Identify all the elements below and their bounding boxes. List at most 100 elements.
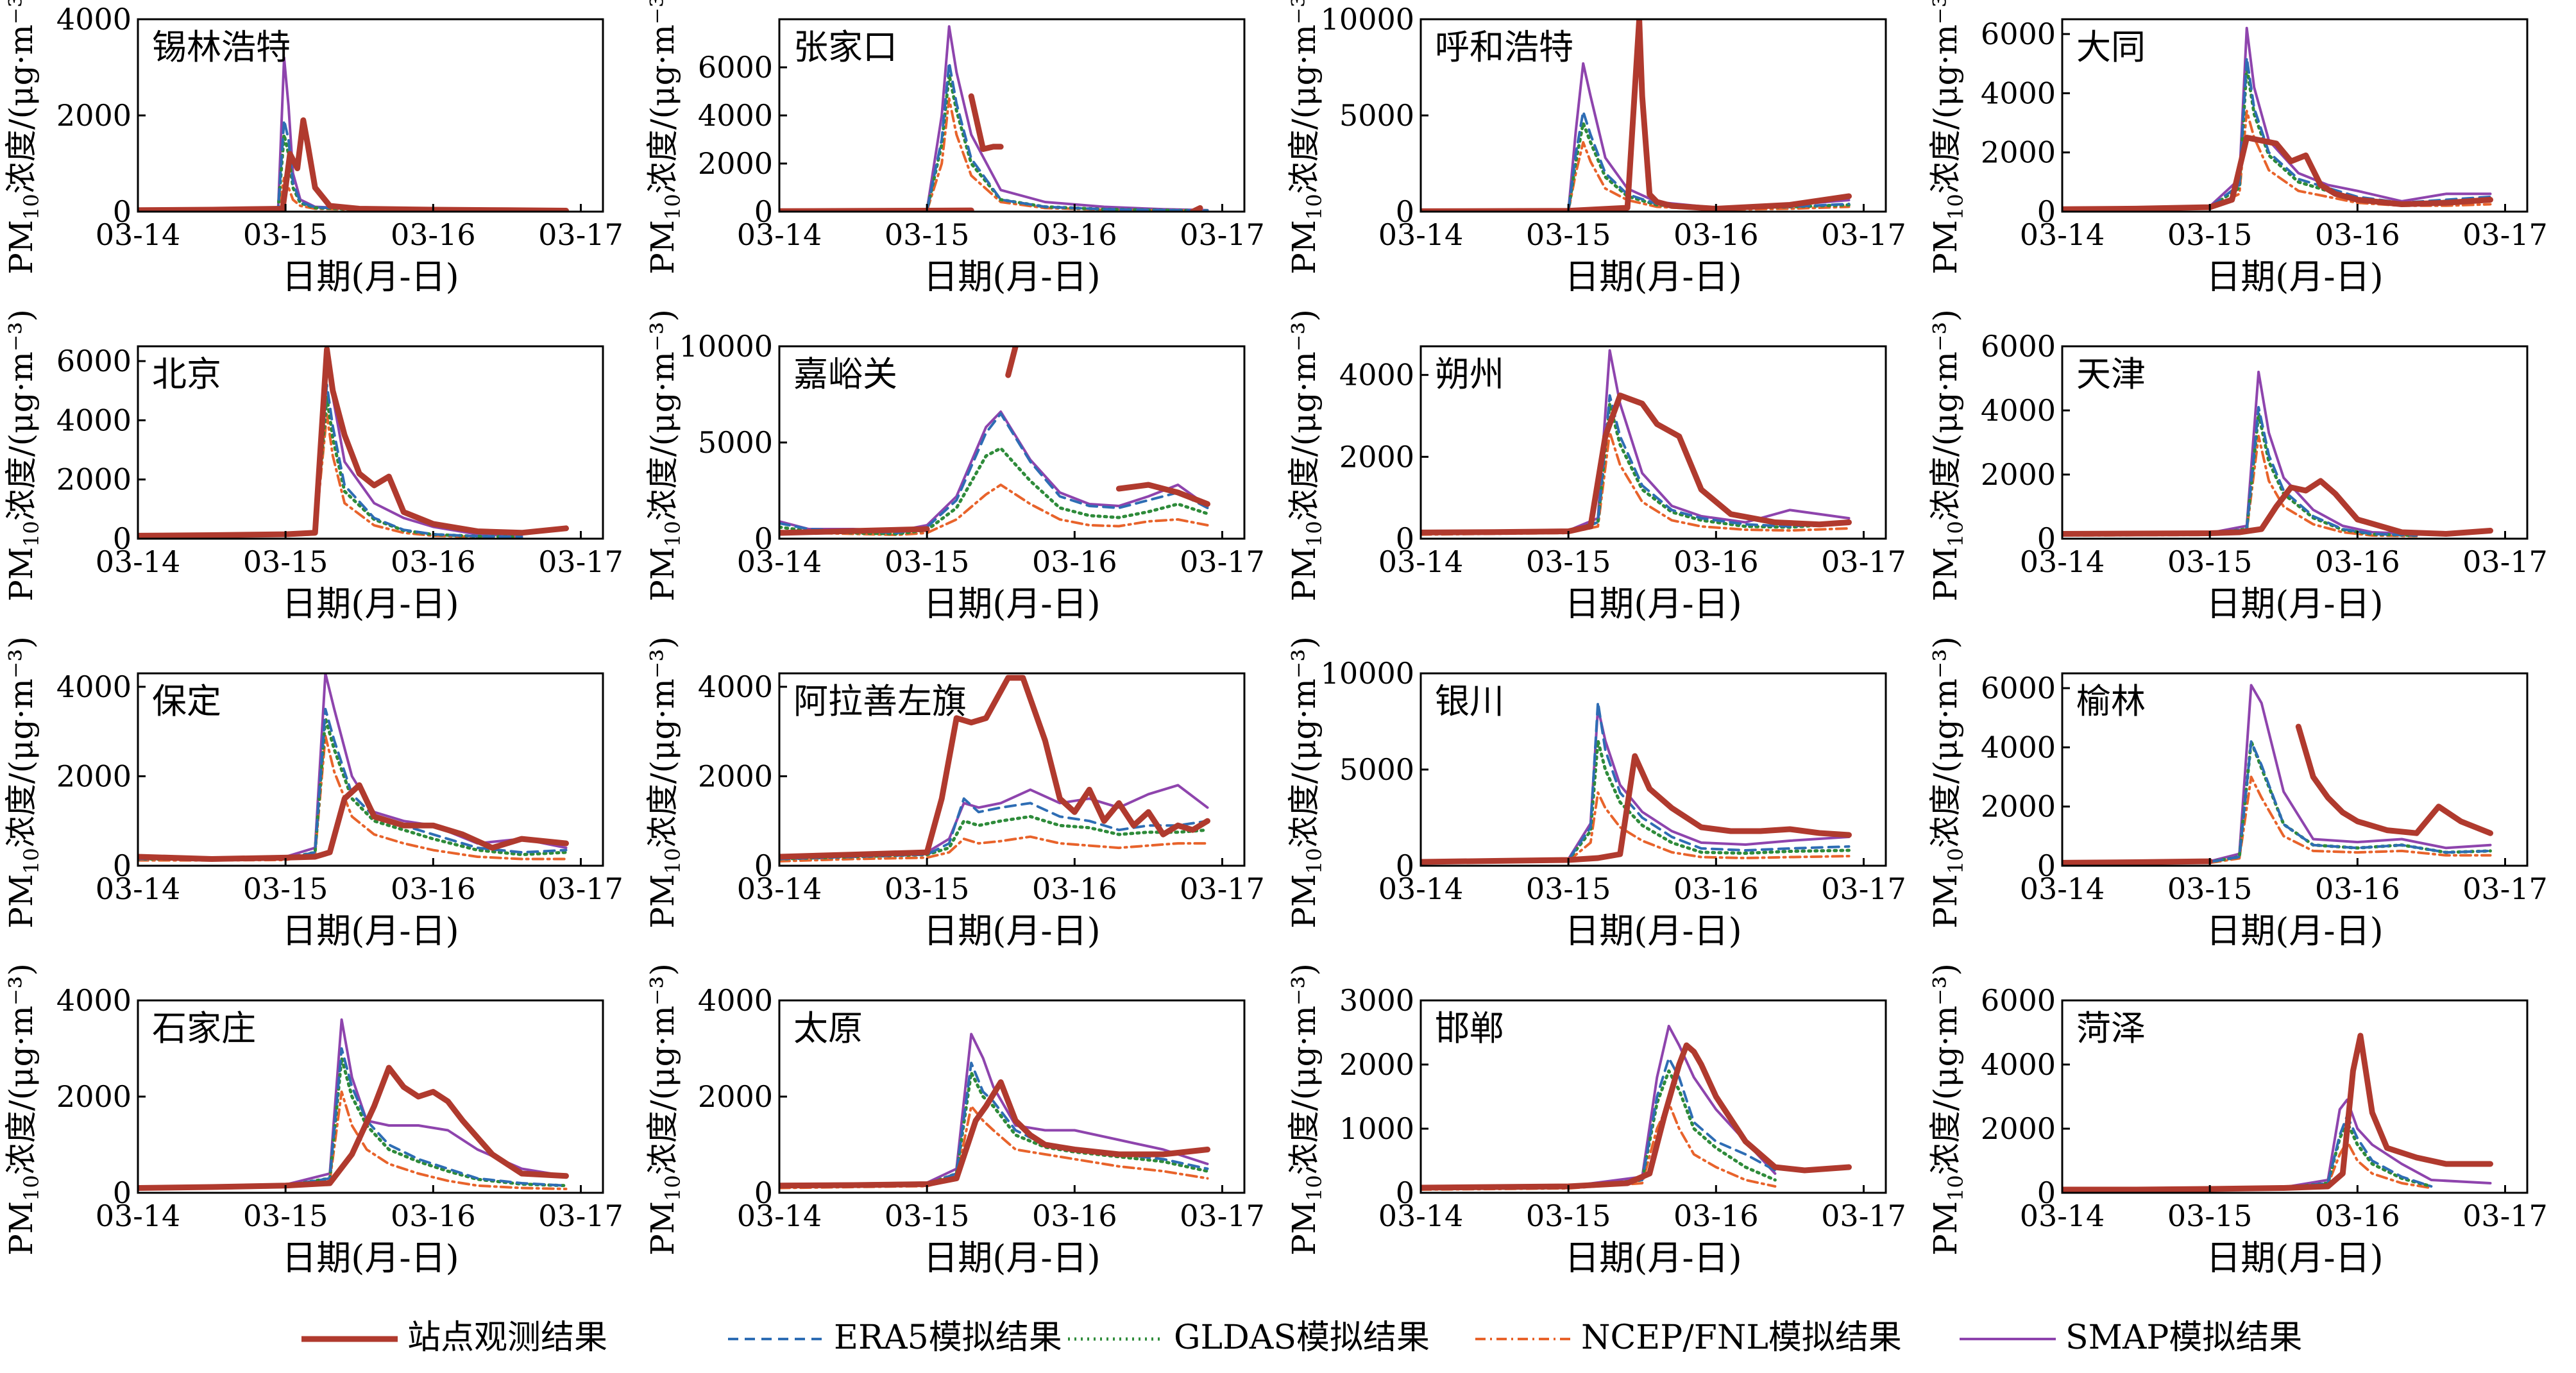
x-tick-label: 03-15 [885, 217, 970, 252]
x-tick-label: 03-15 [885, 544, 970, 579]
y-tick-label: 2000 [1981, 457, 2056, 492]
x-tick-label: 03-14 [96, 217, 181, 252]
panel-title: 阿拉善左旗 [793, 681, 967, 721]
panel-title: 榆林 [2076, 681, 2146, 721]
series-line-obs [2062, 858, 2213, 866]
y-axis-label: PM10浓度/(μg·m⁻³) [3, 309, 44, 602]
series-line-ncep [779, 1105, 1209, 1190]
y-tick-label: 0 [113, 194, 131, 229]
y-tick-label: 0 [2037, 194, 2056, 229]
x-tick-label: 03-16 [2315, 872, 2400, 906]
x-tick-label: 03-14 [1378, 1199, 1464, 1233]
x-tick-label: 03-15 [243, 217, 328, 252]
x-axis-label: 日期(月-日) [1564, 1238, 1741, 1278]
y-tick-label: 2000 [1339, 439, 1414, 474]
x-tick-label: 03-16 [1032, 544, 1117, 579]
x-tick-label: 03-16 [1674, 872, 1759, 906]
series-line-era5 [138, 119, 568, 212]
y-tick-label: 2000 [1981, 1111, 2056, 1146]
legend-label: ERA5模拟结果 [834, 1318, 1062, 1357]
x-tick-label: 03-16 [391, 872, 476, 906]
series-line-obs [1421, 392, 1852, 535]
series-line-gldas [2062, 1120, 2433, 1192]
x-axis-label: 日期(月-日) [1564, 911, 1741, 951]
series-line-smap [138, 56, 568, 212]
x-tick-label: 03-15 [1526, 872, 1611, 906]
panel-title: 天津 [2076, 354, 2146, 394]
series-line-era5 [138, 1047, 568, 1190]
legend-label: GLDAS模拟结果 [1174, 1318, 1430, 1357]
panel-title: 石家庄 [152, 1008, 256, 1049]
y-axis-label: PM10浓度/(μg·m⁻³) [1285, 636, 1326, 929]
series-line-ncep [779, 484, 1209, 536]
y-tick-label: 6000 [56, 344, 131, 378]
x-tick-label: 03-15 [243, 544, 328, 579]
x-tick-label: 03-14 [737, 217, 822, 252]
series-line-era5 [2062, 406, 2418, 537]
series-group [2062, 1032, 2493, 1193]
series-line-gldas [1421, 1069, 1777, 1191]
x-axis-label: 日期(月-日) [2206, 1238, 2383, 1278]
legend: 站点观测结果 ERA5模拟结果 GLDAS模拟结果 NCEP/FNL模拟结果 SMAP模… [301, 1318, 2302, 1357]
panel-title: 保定 [152, 681, 221, 721]
x-axis-label: 日期(月-日) [1564, 584, 1741, 624]
panel-16: 03-14 03-15 03-16 03-17 0 2000 4000 6000 菏泽日期(月-… [1927, 963, 2548, 1278]
series-group [138, 346, 569, 539]
panel-title: 北京 [152, 354, 221, 394]
y-tick-label: 4000 [1339, 358, 1414, 392]
x-axis-label: 日期(月-日) [282, 1238, 459, 1278]
x-tick-label: 03-15 [2167, 217, 2253, 252]
y-tick-label: 4000 [698, 98, 773, 133]
series-line-ncep [1421, 141, 1851, 212]
y-axis-label: PM10浓度/(μg·m⁻³) [3, 0, 44, 274]
y-axis-label: PM10浓度/(μg·m⁻³) [644, 309, 685, 602]
x-tick-label: 03-14 [737, 544, 822, 579]
plot-frame [2061, 18, 2529, 213]
legend-label: 站点观测结果 [407, 1318, 607, 1357]
plot-frame [137, 672, 604, 867]
x-tick-label: 03-14 [2020, 217, 2105, 252]
y-tick-label: 0 [2037, 848, 2056, 883]
x-tick-label: 03-17 [2462, 872, 2548, 906]
x-tick-label: 03-15 [2167, 1199, 2253, 1233]
x-tick-label: 03-15 [2167, 544, 2253, 579]
x-tick-label: 03-17 [2462, 1199, 2548, 1233]
panel-1: 03-14 03-15 03-16 03-17 0 2000 4000 锡林浩特日期(月-日)… [3, 0, 623, 297]
y-tick-label: 2000 [698, 146, 773, 181]
y-tick-label: 0 [2037, 1175, 2056, 1210]
x-tick-label: 03-17 [1180, 217, 1265, 252]
x-tick-label: 03-16 [1674, 217, 1759, 252]
y-tick-label: 0 [113, 848, 131, 883]
series-line-obs [779, 1079, 1210, 1189]
x-axis-label: 日期(月-日) [2206, 257, 2383, 297]
series-line-smap [1421, 707, 1851, 863]
series-line-era5 [779, 412, 1209, 534]
y-tick-label: 0 [2037, 521, 2056, 556]
panel-title: 银川 [1435, 681, 1504, 721]
x-tick-label: 03-16 [1032, 217, 1117, 252]
series-line-era5 [1421, 701, 1851, 863]
series-line-obs [2062, 135, 2493, 212]
x-tick-label: 03-17 [1821, 872, 1906, 906]
y-axis-label: PM10浓度/(μg·m⁻³) [1285, 309, 1326, 602]
series-group [779, 1032, 1210, 1190]
x-axis-label: 日期(月-日) [923, 257, 1100, 297]
y-tick-label: 4000 [1981, 1047, 2056, 1082]
y-axis-label: PM10浓度/(μg·m⁻³) [644, 0, 685, 274]
x-axis-label: 日期(月-日) [282, 911, 459, 951]
x-tick-label: 03-15 [243, 1199, 328, 1233]
legend-item-era5: ERA5模拟结果 [728, 1318, 1062, 1357]
series-line-smap [779, 1032, 1209, 1186]
x-tick-label: 03-14 [2020, 544, 2105, 579]
plot-frame [2061, 672, 2529, 867]
y-tick-label: 4000 [56, 403, 131, 437]
plot-frame [137, 345, 604, 540]
panel-title: 朔州 [1435, 354, 1504, 394]
y-tick-label: 2000 [1981, 135, 2056, 170]
series-line-ncep [138, 413, 523, 539]
panel-title: 大同 [2076, 27, 2146, 67]
y-tick-label: 2000 [56, 98, 131, 133]
x-tick-label: 03-14 [96, 544, 181, 579]
